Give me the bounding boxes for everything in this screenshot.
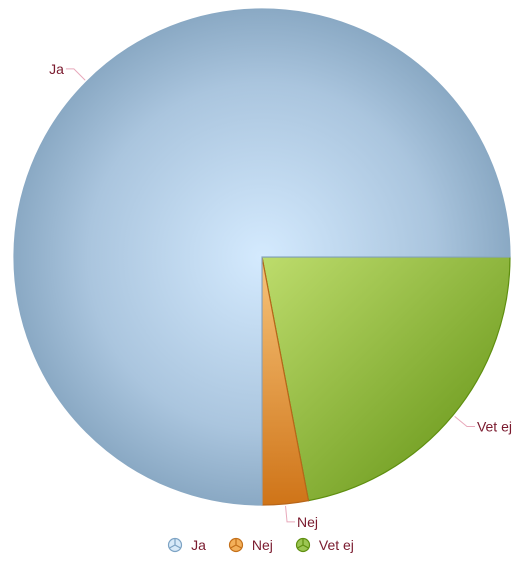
pie-slice-icon xyxy=(167,537,183,553)
legend-item-nej[interactable]: Nej xyxy=(228,537,273,553)
legend-label-ja: Ja xyxy=(191,537,206,553)
pie-slice-icon xyxy=(228,537,243,553)
pie-slice-vet-ej[interactable] xyxy=(261,256,511,502)
pie-slices xyxy=(13,8,511,506)
leader-line xyxy=(454,415,475,428)
slice-label: Vet ej xyxy=(477,419,512,435)
leader-line xyxy=(285,505,296,523)
legend-item-ja[interactable]: Ja xyxy=(167,537,206,553)
slice-label: Ja xyxy=(49,61,64,77)
legend: Ja Nej Vet ej xyxy=(0,537,521,553)
pie-slice-icon xyxy=(295,537,310,553)
pie-labels: Vet ej Nej Ja xyxy=(49,61,512,530)
legend-label-vet-ej: Vet ej xyxy=(318,537,354,553)
slice-label: Nej xyxy=(297,514,318,530)
pie-slice-ja[interactable] xyxy=(13,8,511,506)
legend-item-vet-ej[interactable]: Vet ej xyxy=(295,537,354,553)
pie-chart: Vet ej Nej Ja xyxy=(13,8,512,530)
leader-line xyxy=(65,68,86,81)
legend-label-nej: Nej xyxy=(251,537,273,553)
